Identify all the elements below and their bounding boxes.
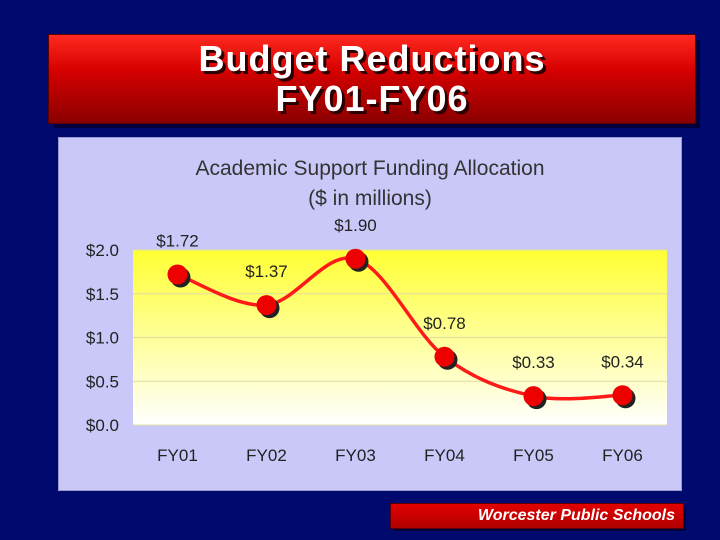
line-chart: $0.0 $0.5 $1.0 $1.5 $2.0 FY01 FY02 FY03 FY04 FY05… [86, 157, 667, 465]
x-tick-label: FY02 [246, 446, 287, 465]
chart-title: Academic Support Funding Allocation [195, 157, 544, 180]
x-tick-label: FY05 [513, 446, 554, 465]
slide-title-line-1: Budget Reductions [198, 38, 546, 79]
y-tick-label: $2.0 [86, 241, 119, 260]
data-point-fy03 [345, 248, 366, 269]
data-label-fy01: $1.72 [156, 232, 199, 251]
data-label-fy02: $1.37 [245, 262, 288, 281]
chart-panel: $0.0 $0.5 $1.0 $1.5 $2.0 FY01 FY02 FY03 FY04 FY05… [58, 137, 682, 491]
x-tick-label: FY03 [335, 446, 376, 465]
footer-organization-name: Worcester Public Schools [477, 507, 675, 524]
y-tick-label: $0.0 [86, 416, 119, 435]
chart-subtitle: ($ in millions) [308, 187, 432, 210]
y-tick-label: $1.0 [86, 329, 119, 348]
data-label-fy05: $0.33 [512, 353, 555, 372]
x-tick-label: FY04 [424, 446, 465, 465]
data-point-fy04 [434, 346, 455, 367]
y-tick-label: $0.5 [86, 372, 119, 391]
data-point-fy02 [256, 295, 277, 316]
x-tick-label: FY01 [157, 446, 198, 465]
x-tick-label: FY06 [602, 446, 643, 465]
slide-title-line-2: FY01-FY06 [275, 78, 469, 119]
footer-banner: Worcester Public Schools [390, 503, 684, 529]
data-label-fy04: $0.78 [423, 314, 466, 333]
data-point-fy05 [523, 386, 544, 407]
y-tick-label: $1.5 [86, 285, 119, 304]
data-label-fy03: $1.90 [334, 216, 377, 235]
data-point-fy01 [167, 264, 188, 285]
data-point-fy06 [612, 385, 633, 406]
data-label-fy06: $0.34 [601, 352, 644, 371]
title-banner: Budget Reductions FY01-FY06 [48, 34, 696, 124]
